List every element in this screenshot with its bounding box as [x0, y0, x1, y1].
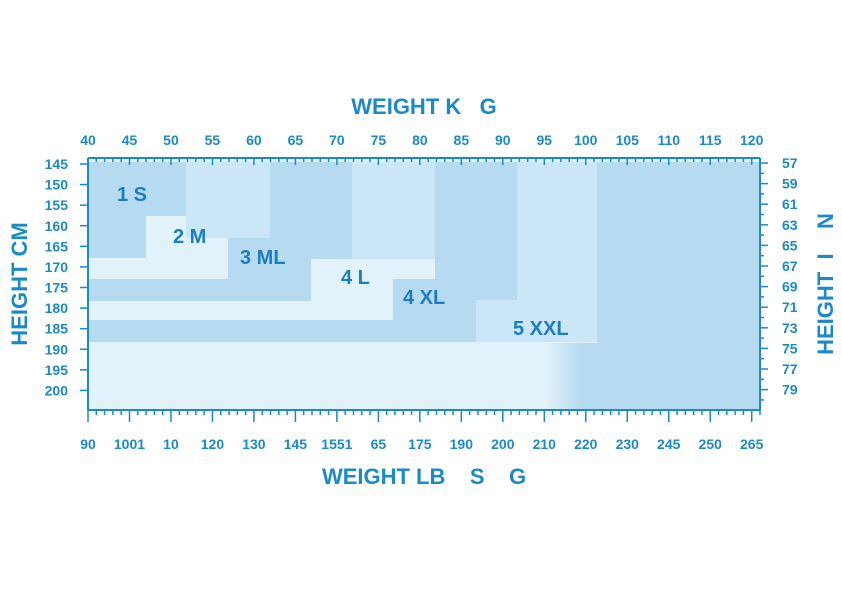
kg-tick-label: 80 — [412, 132, 428, 148]
kg-tick-label: 40 — [80, 132, 96, 148]
lbs-tick-label: 65 — [371, 436, 387, 452]
cm-tick-label: 155 — [45, 197, 69, 213]
cm-tick-label: 160 — [45, 218, 69, 234]
lbs-tick-label: 265 — [740, 436, 764, 452]
kg-tick-label: 120 — [740, 132, 764, 148]
inch-tick-label: 61 — [782, 196, 798, 212]
zone-m-light — [186, 162, 270, 238]
kg-tick-label: 95 — [537, 132, 553, 148]
inch-tick-label: 63 — [782, 217, 798, 233]
axes — [87, 157, 761, 411]
cm-tick-label: 185 — [45, 321, 69, 337]
kg-tick-label: 115 — [699, 132, 722, 148]
zone-xl-column — [435, 162, 517, 300]
lbs-tick-label: 1551 — [321, 436, 352, 452]
kg-tick-label: 90 — [495, 132, 511, 148]
cm-tick-label: 170 — [45, 259, 69, 275]
inch-tick-label: 59 — [782, 176, 798, 192]
inch-tick-label: 79 — [782, 382, 798, 398]
zone-xxl-fade — [545, 343, 581, 410]
band-175 — [88, 279, 310, 301]
zone-xxl-step — [476, 300, 597, 342]
zone-l-light — [352, 162, 435, 259]
kg-tick-label: 55 — [205, 132, 221, 148]
lbs-tick-label: 190 — [450, 436, 474, 452]
kg-tick-label: 50 — [163, 132, 179, 148]
lbs-tick-label: 220 — [574, 436, 598, 452]
kg-tick-label: 75 — [371, 132, 387, 148]
lbs-tick-label: 250 — [699, 436, 723, 452]
right-axis-label: HEIGHT I N — [813, 213, 838, 355]
inch-tick-label: 77 — [782, 361, 798, 377]
cm-tick-label: 150 — [45, 177, 69, 193]
size-label-l: 4 L — [341, 267, 370, 289]
lbs-tick-label: 200 — [491, 436, 515, 452]
cm-tick-label: 190 — [45, 341, 69, 357]
inch-tick-label: 57 — [782, 155, 798, 171]
inch-tick-label: 65 — [782, 237, 798, 253]
kg-tick-label: 45 — [122, 132, 138, 148]
size-zones — [88, 162, 760, 410]
kg-tick-label: 110 — [657, 132, 680, 148]
inch-tick-label: 71 — [782, 299, 798, 315]
size-labels: 1 S 2 M 3 ML 4 L 4 XL 5 XXL — [117, 184, 569, 340]
lbs-tick-label: 210 — [533, 436, 557, 452]
kg-tick-label: 65 — [288, 132, 304, 148]
size-label-s: 1 S — [117, 184, 147, 206]
left-axis-label: HEIGHT CM — [7, 222, 32, 345]
tick-marks — [80, 158, 768, 422]
lbs-tick-label: 130 — [242, 436, 266, 452]
bottom-axis-label: WEIGHT LB S G — [322, 464, 526, 489]
lbs-tick-label: 90 — [80, 436, 96, 452]
kg-tick-label: 70 — [329, 132, 345, 148]
zone-s-top — [88, 162, 186, 216]
inch-tick-label: 69 — [782, 279, 798, 295]
lbs-tick-label: 175 — [408, 436, 432, 452]
kg-tick-label: 100 — [574, 132, 598, 148]
top-axis-label: WEIGHT K G — [351, 94, 496, 119]
inch-tick-label: 73 — [782, 320, 798, 336]
size-label-xl: 4 XL — [403, 287, 445, 309]
zone-xxl-bottom — [580, 343, 598, 410]
kg-tick-label: 105 — [616, 132, 640, 148]
tick-labels: 40 45 50 55 60 65 70 75 80 85 90 95 100 105 110 115 120 9… — [45, 132, 798, 452]
size-label-xxl: 5 XXL — [513, 318, 569, 340]
size-label-ml: 3 ML — [240, 247, 286, 269]
lbs-tick-label: 10 — [163, 436, 179, 452]
lbs-tick-label: 245 — [657, 436, 681, 452]
cm-tick-label: 200 — [45, 382, 69, 398]
cm-tick-label: 175 — [45, 280, 69, 296]
inch-tick-label: 67 — [782, 258, 798, 274]
cm-tick-label: 165 — [45, 238, 69, 254]
cm-tick-label: 180 — [45, 300, 69, 316]
cm-tick-label: 195 — [45, 362, 69, 378]
kg-tick-label: 85 — [454, 132, 470, 148]
lbs-tick-label: 145 — [284, 436, 308, 452]
lbs-tick-label: 120 — [201, 436, 225, 452]
size-label-m: 2 M — [173, 226, 206, 248]
zone-xxl-light — [517, 162, 597, 300]
zone-s-bottom — [88, 216, 146, 258]
cm-tick-label: 145 — [45, 156, 69, 172]
band-185 — [88, 320, 476, 342]
lbs-tick-label: 230 — [616, 436, 640, 452]
zone-xxl-right — [597, 162, 760, 410]
kg-tick-label: 60 — [246, 132, 262, 148]
inch-tick-label: 75 — [782, 340, 798, 356]
lbs-tick-label: 1001 — [114, 436, 145, 452]
